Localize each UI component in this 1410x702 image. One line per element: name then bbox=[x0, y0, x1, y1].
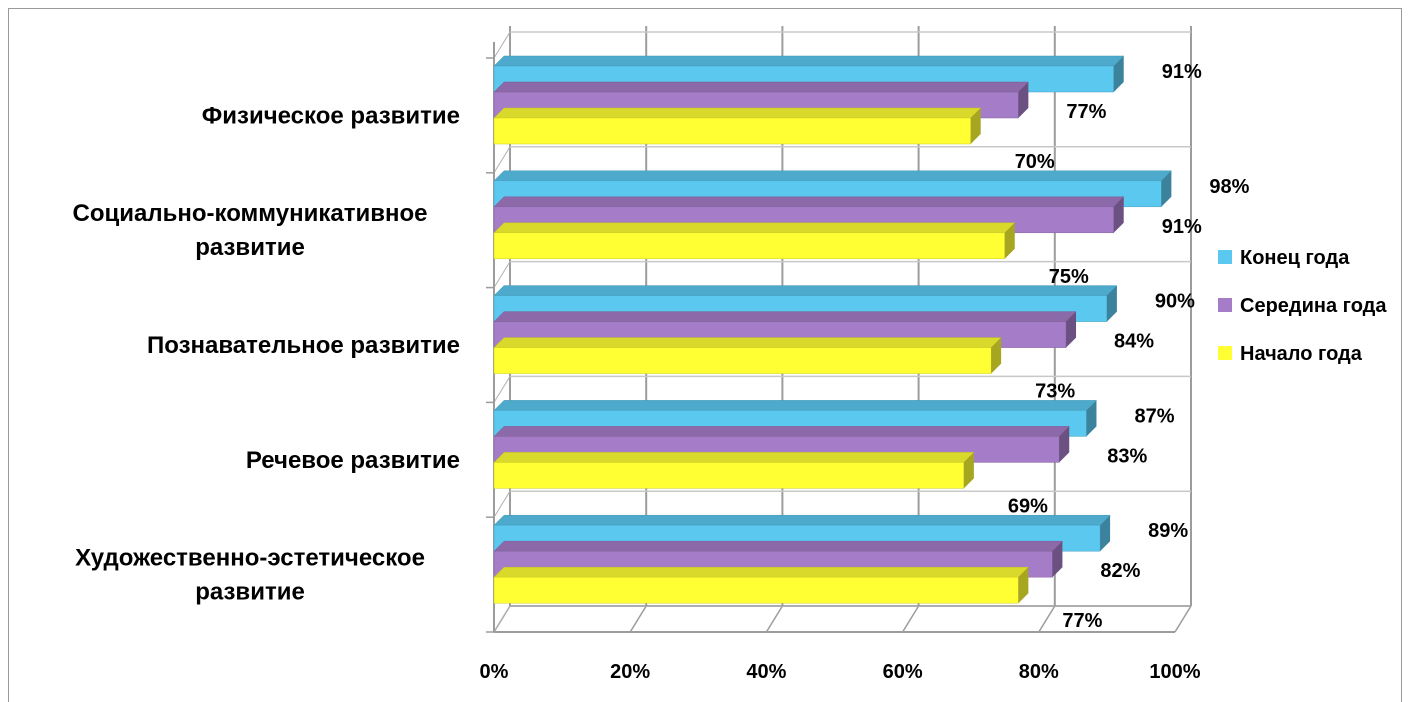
floor-gridline bbox=[629, 605, 647, 633]
data-label: 91% bbox=[1162, 216, 1202, 238]
x-tick-label: 20% bbox=[610, 661, 650, 683]
bar-top-face bbox=[493, 81, 1029, 93]
category-label-line: Художественно-эстетическое bbox=[75, 545, 425, 572]
category-labels: Физическое развитие Социально-коммуникати… bbox=[73, 102, 460, 605]
bar-top-face bbox=[493, 540, 1064, 552]
bar-top-face bbox=[493, 452, 975, 463]
category-label-line: развитие bbox=[195, 234, 305, 261]
x-tick-label: 100% bbox=[1149, 661, 1200, 683]
bar bbox=[493, 232, 1005, 260]
bar-side-face bbox=[970, 108, 981, 144]
bars bbox=[493, 55, 1172, 604]
x-tick-label: 40% bbox=[746, 661, 786, 683]
bar bbox=[493, 462, 965, 489]
legend-swatch bbox=[1218, 298, 1232, 312]
bar-side-face bbox=[1113, 56, 1124, 92]
data-label: 73% bbox=[1035, 381, 1075, 403]
category-label-line: Познавательное развитие bbox=[147, 332, 460, 359]
side-gridline bbox=[493, 376, 511, 403]
bar-side-face bbox=[1018, 82, 1029, 118]
category-label: Познавательное развитие bbox=[147, 332, 460, 359]
bar-top-face bbox=[493, 285, 1118, 296]
side-gridline bbox=[493, 146, 511, 174]
side-gridline bbox=[493, 605, 511, 633]
data-label: 77% bbox=[1062, 610, 1102, 632]
bar bbox=[493, 576, 1019, 604]
bar-side-face bbox=[1106, 285, 1117, 322]
data-label: 89% bbox=[1148, 520, 1188, 542]
bar-top-face bbox=[493, 337, 1002, 348]
legend-label: Середина года bbox=[1240, 295, 1387, 317]
chart-frame bbox=[8, 8, 1402, 702]
data-label: 84% bbox=[1114, 331, 1154, 353]
category-label: Физическое развитие bbox=[202, 102, 460, 129]
data-label: 70% bbox=[1015, 151, 1055, 173]
bar-top-face bbox=[493, 170, 1172, 182]
side-gridline bbox=[493, 490, 511, 518]
category-label-line: развитие bbox=[195, 579, 305, 606]
data-label: 87% bbox=[1134, 405, 1174, 427]
floor-gridline bbox=[1174, 605, 1192, 633]
x-tick-label: 60% bbox=[883, 661, 923, 683]
bar-side-face bbox=[1004, 222, 1015, 259]
floor-gridline bbox=[1038, 605, 1056, 633]
data-label: 90% bbox=[1155, 291, 1195, 313]
bar-top-face bbox=[493, 426, 1070, 437]
x-axis-tick-labels: 0% 20% 40% 60% 80% 100% bbox=[480, 661, 1201, 683]
data-labels: 91% 77% 70% 98% 91% 75% 90%84% 73% 87% 83% 69% 89% 8… bbox=[1008, 61, 1250, 632]
bar-side-face bbox=[1052, 541, 1063, 578]
category-label: Речевое развитие bbox=[246, 447, 460, 474]
category-label: Социально-коммуникативное развитие bbox=[73, 200, 428, 261]
legend: Конец года Середина года Начало года bbox=[1218, 247, 1387, 365]
bar-side-face bbox=[1086, 400, 1097, 437]
category-label-line: Физическое развитие bbox=[202, 102, 460, 129]
bar-side-face bbox=[1066, 311, 1077, 348]
data-label: 77% bbox=[1066, 101, 1106, 123]
bar-side-face bbox=[991, 337, 1002, 374]
data-label: 98% bbox=[1209, 176, 1249, 198]
data-label: 82% bbox=[1100, 560, 1140, 582]
floor-gridline bbox=[765, 605, 784, 633]
category-label-line: Социально-коммуникативное bbox=[73, 200, 428, 227]
legend-label: Начало года bbox=[1240, 343, 1363, 365]
data-label: 83% bbox=[1107, 445, 1147, 467]
bar-top-face bbox=[493, 107, 982, 119]
bar-top-face bbox=[493, 400, 1098, 411]
bar-top-face bbox=[493, 55, 1125, 67]
data-label: 91% bbox=[1162, 61, 1202, 83]
bar-side-face bbox=[1161, 170, 1172, 207]
x-tick-label: 80% bbox=[1019, 661, 1059, 683]
side-gridline bbox=[493, 261, 511, 288]
bar-side-face bbox=[1059, 426, 1070, 463]
x-tick-label: 0% bbox=[480, 661, 509, 683]
bar-top-face bbox=[493, 566, 1029, 578]
legend-swatch bbox=[1218, 346, 1232, 360]
legend-swatch bbox=[1218, 250, 1232, 264]
data-label: 75% bbox=[1049, 266, 1089, 288]
bar-top-face bbox=[493, 222, 1016, 234]
category-label-line: Речевое развитие bbox=[246, 447, 460, 474]
bar bbox=[493, 117, 971, 145]
bar-side-face bbox=[1018, 567, 1029, 604]
category-label: Художественно-эстетическое развитие bbox=[75, 545, 425, 606]
bar-side-face bbox=[1100, 515, 1111, 552]
bar bbox=[493, 347, 992, 374]
bar-top-face bbox=[493, 311, 1077, 322]
bar-side-face bbox=[1113, 196, 1124, 233]
data-label: 69% bbox=[1008, 495, 1048, 517]
bar-top-face bbox=[493, 196, 1125, 208]
bar-side-face bbox=[963, 452, 974, 489]
floor-gridline bbox=[901, 605, 920, 633]
legend-label: Конец года bbox=[1240, 247, 1350, 269]
side-gridline bbox=[493, 31, 511, 59]
